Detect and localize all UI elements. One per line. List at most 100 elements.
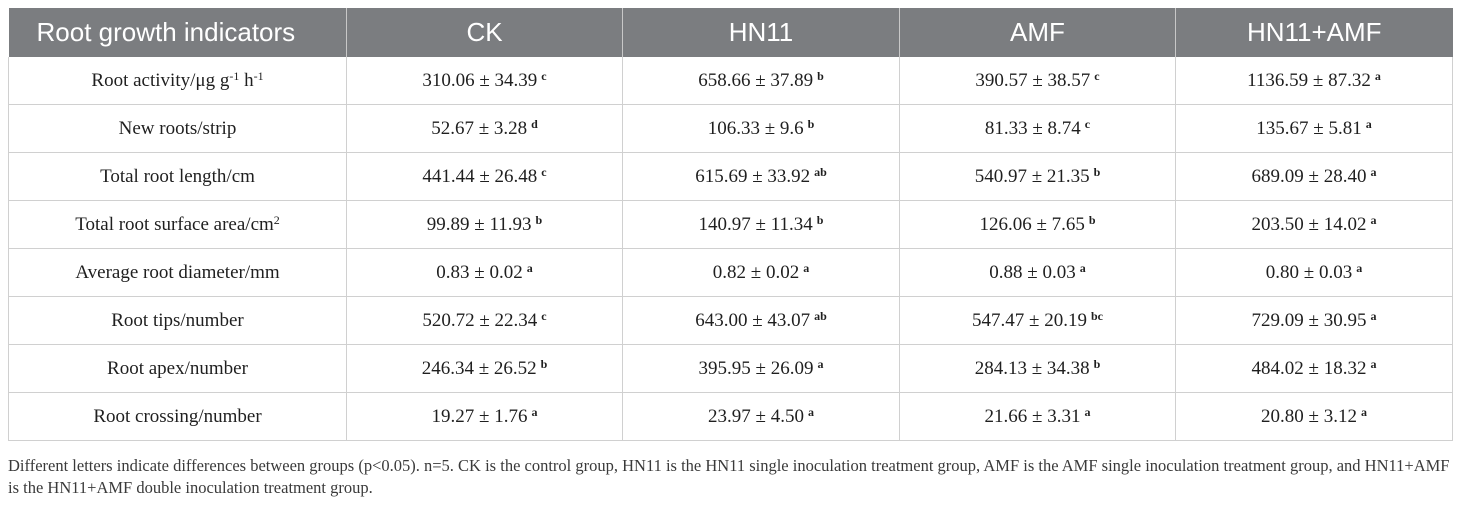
significance-letter: a xyxy=(1370,212,1377,227)
significance-letter: b xyxy=(816,212,824,227)
significance-letter: a xyxy=(1356,260,1363,275)
mean-sd-value: 106.33 ± 9.6 xyxy=(707,117,804,139)
indicator-label: Total root surface area/cm xyxy=(75,213,274,235)
mean-sd-value: 395.95 ± 26.09 xyxy=(698,357,814,379)
header-ck: CK xyxy=(346,8,623,57)
mean-sd-value: 52.67 ± 3.28 xyxy=(431,117,528,139)
indicator-cell: Root activity/μg g-1 h-1 xyxy=(8,57,347,105)
mean-sd-value: 689.09 ± 28.40 xyxy=(1251,165,1367,187)
mean-sd-value: 140.97 ± 11.34 xyxy=(698,213,813,235)
indicator-cell: Total root length/cm xyxy=(8,152,347,201)
table-row: New roots/strip 52.67 ± 3.28 d 106.33 ± 9.6… xyxy=(8,104,1453,153)
mean-sd-value: 246.34 ± 26.52 xyxy=(421,357,537,379)
mean-sd-value: 520.72 ± 22.34 xyxy=(422,309,538,331)
mean-sd-value: 135.67 ± 5.81 xyxy=(1256,117,1362,139)
table-body: Root activity/μg g-1 h-1 310.06 ± 34.39 c 6… xyxy=(8,57,1453,441)
value-cell-amf: 126.06 ± 7.65 b xyxy=(899,200,1176,249)
table-footnote: Different letters indicate differences b… xyxy=(8,456,1450,497)
mean-sd-value: 284.13 ± 34.38 xyxy=(974,357,1090,379)
value-cell-hn11: 106.33 ± 9.6 b xyxy=(622,104,900,153)
table-row: Total root surface area/cm2 99.89 ± 11.93… xyxy=(8,200,1453,249)
significance-letter: a xyxy=(1079,260,1086,275)
value-cell-ck: 19.27 ± 1.76 a xyxy=(346,392,623,441)
significance-letter: ab xyxy=(814,308,827,323)
mean-sd-value: 615.69 ± 33.92 xyxy=(695,165,811,187)
value-cell-hn11-amf: 484.02 ± 18.32 a xyxy=(1175,344,1453,393)
significance-letter: a xyxy=(1370,164,1377,179)
mean-sd-value: 0.88 ± 0.03 xyxy=(989,261,1076,283)
significance-letter: a xyxy=(1360,404,1367,419)
mean-sd-value: 23.97 ± 4.50 xyxy=(708,405,804,427)
indicator-unit-exponent: -1 xyxy=(229,68,240,83)
significance-letter: a xyxy=(1370,308,1377,323)
table-row: Total root length/cm 441.44 ± 26.48 c 615.6… xyxy=(8,152,1453,201)
significance-letter: a xyxy=(807,404,814,419)
value-cell-amf: 0.88 ± 0.03 a xyxy=(899,248,1176,297)
indicator-unit-exponent: -1 xyxy=(253,68,264,83)
value-cell-ck: 99.89 ± 11.93 b xyxy=(346,200,623,249)
mean-sd-value: 540.97 ± 21.35 xyxy=(974,165,1090,187)
indicator-cell: Root tips/number xyxy=(8,296,347,345)
significance-letter: b xyxy=(540,356,548,371)
mean-sd-value: 0.83 ± 0.02 xyxy=(436,261,523,283)
value-cell-ck: 0.83 ± 0.02 a xyxy=(346,248,623,297)
indicator-unit-part: h xyxy=(239,69,254,91)
significance-letter: b xyxy=(1088,212,1096,227)
significance-letter: c xyxy=(541,308,547,323)
value-cell-hn11: 395.95 ± 26.09 a xyxy=(622,344,900,393)
value-cell-hn11-amf: 689.09 ± 28.40 a xyxy=(1175,152,1453,201)
indicator-label: Root crossing/number xyxy=(93,405,262,427)
mean-sd-value: 1136.59 ± 87.32 xyxy=(1247,69,1371,91)
indicator-cell: New roots/strip xyxy=(8,104,347,153)
value-cell-hn11: 140.97 ± 11.34 b xyxy=(622,200,900,249)
mean-sd-value: 126.06 ± 7.65 xyxy=(979,213,1085,235)
header-amf: AMF xyxy=(899,8,1176,57)
value-cell-ck: 310.06 ± 34.39 c xyxy=(346,57,623,105)
value-cell-amf: 390.57 ± 38.57 c xyxy=(899,57,1176,105)
value-cell-hn11: 615.69 ± 33.92 ab xyxy=(622,152,900,201)
indicator-label: Root apex/number xyxy=(107,357,248,379)
significance-letter: a xyxy=(1370,356,1377,371)
indicator-label: Root activity/μg g xyxy=(91,69,230,91)
mean-sd-value: 0.82 ± 0.02 xyxy=(712,261,800,283)
indicator-label: Total root length/cm xyxy=(100,165,255,187)
value-cell-hn11-amf: 203.50 ± 14.02 a xyxy=(1175,200,1453,249)
table-row: Root tips/number 520.72 ± 22.34 c 643.00 ± … xyxy=(8,296,1453,345)
mean-sd-value: 310.06 ± 34.39 xyxy=(422,69,538,91)
mean-sd-value: 643.00 ± 43.07 xyxy=(695,309,811,331)
significance-letter: b xyxy=(1093,164,1101,179)
mean-sd-value: 21.66 ± 3.31 xyxy=(984,405,1081,427)
table-row: Average root diameter/mm 0.83 ± 0.02 a 0.82… xyxy=(8,248,1453,297)
value-cell-ck: 52.67 ± 3.28 d xyxy=(346,104,623,153)
value-cell-ck: 246.34 ± 26.52 b xyxy=(346,344,623,393)
table-row: Root apex/number 246.34 ± 26.52 b 395.95 ± … xyxy=(8,344,1453,393)
indicator-unit-exponent: 2 xyxy=(273,212,280,227)
value-cell-hn11-amf: 135.67 ± 5.81 a xyxy=(1175,104,1453,153)
value-cell-amf: 547.47 ± 20.19 bc xyxy=(899,296,1176,345)
value-cell-hn11: 658.66 ± 37.89 b xyxy=(622,57,900,105)
significance-letter: d xyxy=(531,116,538,131)
table-row: Root crossing/number 19.27 ± 1.76 a 23.97 ±… xyxy=(8,392,1453,441)
value-cell-hn11: 23.97 ± 4.50 a xyxy=(622,392,900,441)
value-cell-hn11-amf: 729.09 ± 30.95 a xyxy=(1175,296,1453,345)
root-growth-table: Root growth indicators CK HN11 AMF HN11+… xyxy=(8,8,1453,441)
significance-letter: b xyxy=(807,116,815,131)
indicator-label: New roots/strip xyxy=(118,117,237,139)
value-cell-amf: 540.97 ± 21.35 b xyxy=(899,152,1176,201)
value-cell-ck: 520.72 ± 22.34 c xyxy=(346,296,623,345)
significance-letter: c xyxy=(541,164,547,179)
significance-letter: a xyxy=(526,260,533,275)
value-cell-hn11-amf: 0.80 ± 0.03 a xyxy=(1175,248,1453,297)
mean-sd-value: 441.44 ± 26.48 xyxy=(422,165,538,187)
mean-sd-value: 729.09 ± 30.95 xyxy=(1251,309,1367,331)
mean-sd-value: 99.89 ± 11.93 xyxy=(426,213,532,235)
significance-letter: a xyxy=(803,260,810,275)
mean-sd-value: 19.27 ± 1.76 xyxy=(431,405,528,427)
indicator-cell: Average root diameter/mm xyxy=(8,248,347,297)
table-row: Root activity/μg g-1 h-1 310.06 ± 34.39 c 6… xyxy=(8,57,1453,105)
value-cell-amf: 21.66 ± 3.31 a xyxy=(899,392,1176,441)
significance-letter: a xyxy=(531,404,538,419)
value-cell-amf: 81.33 ± 8.74 c xyxy=(899,104,1176,153)
significance-letter: c xyxy=(541,68,547,83)
significance-letter: c xyxy=(1094,68,1100,83)
